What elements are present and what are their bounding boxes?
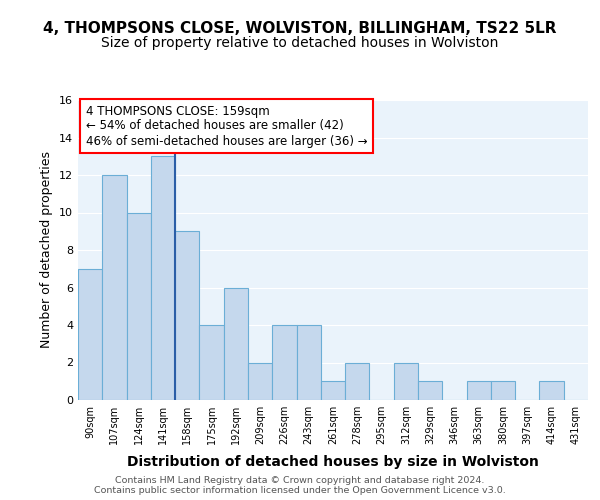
Bar [272,325,296,400]
Bar [175,231,199,400]
Bar [151,156,175,400]
Text: 4 THOMPSONS CLOSE: 159sqm
← 54% of detached houses are smaller (42)
46% of semi-: 4 THOMPSONS CLOSE: 159sqm ← 54% of detac… [86,104,367,148]
Bar [394,362,418,400]
Bar [491,381,515,400]
Bar [539,381,564,400]
Y-axis label: Number of detached properties: Number of detached properties [40,152,53,348]
X-axis label: Distribution of detached houses by size in Wolviston: Distribution of detached houses by size … [127,456,539,469]
Text: Contains HM Land Registry data © Crown copyright and database right 2024.
Contai: Contains HM Land Registry data © Crown c… [94,476,506,495]
Bar [296,325,321,400]
Bar [224,288,248,400]
Text: 4, THOMPSONS CLOSE, WOLVISTON, BILLINGHAM, TS22 5LR: 4, THOMPSONS CLOSE, WOLVISTON, BILLINGHA… [43,21,557,36]
Bar [321,381,345,400]
Bar [418,381,442,400]
Bar [78,269,102,400]
Bar [127,212,151,400]
Bar [199,325,224,400]
Bar [102,175,127,400]
Text: Size of property relative to detached houses in Wolviston: Size of property relative to detached ho… [101,36,499,50]
Bar [345,362,370,400]
Bar [248,362,272,400]
Bar [467,381,491,400]
